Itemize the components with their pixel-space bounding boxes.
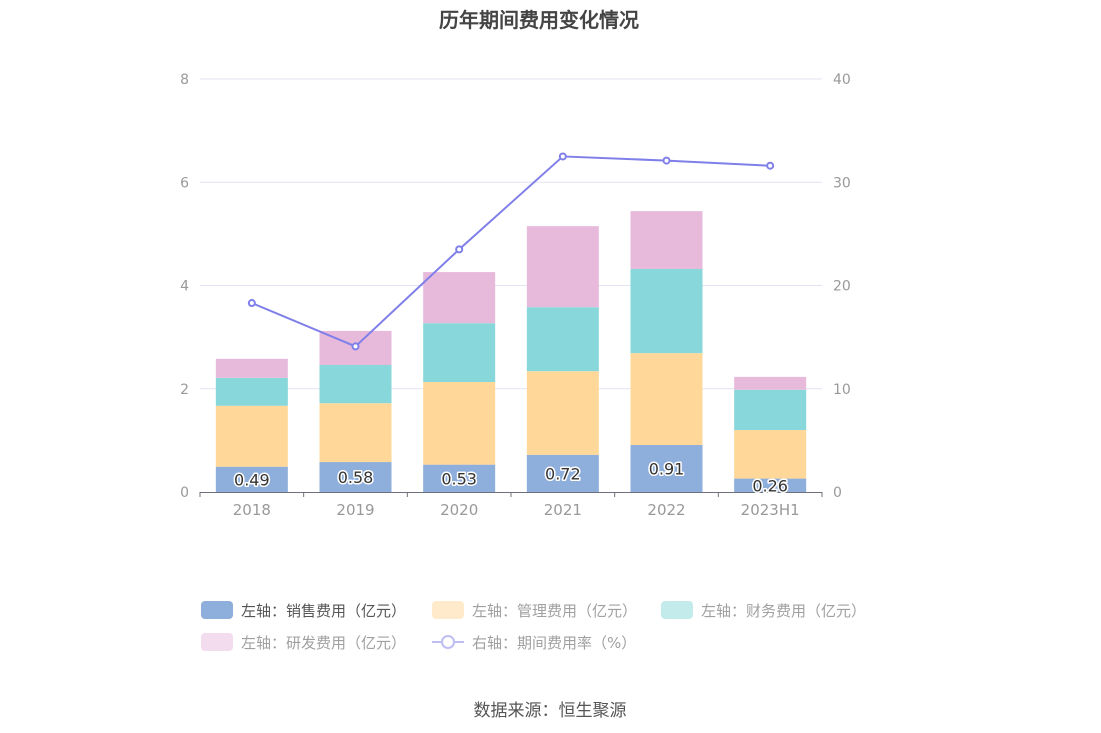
rate-point-2019 — [351, 342, 360, 351]
rate-point-2021 — [558, 152, 567, 161]
x-category-label: 2019 — [336, 501, 374, 519]
bar-2020-series-2 — [423, 323, 496, 383]
legend-label-management: 左轴：管理费用（亿元） — [472, 601, 638, 620]
data-label-sales-2019: 0.58 — [338, 468, 374, 487]
bar-2020-series-1 — [423, 382, 496, 465]
data-label-sales-2018: 0.49 — [234, 470, 270, 489]
rate-line — [251, 155, 771, 348]
bar-2021-series-2 — [526, 307, 599, 372]
y-left-tick-label: 6 — [180, 175, 189, 191]
bar-2023H1-series-0 — [734, 478, 807, 492]
bar-2019-series-2 — [319, 365, 392, 404]
y-left-tick-label: 2 — [180, 382, 189, 398]
bar-2018-series-3 — [215, 358, 288, 378]
y-left-tick-label: 8 — [180, 72, 189, 88]
x-category-label: 2020 — [440, 501, 478, 519]
bar-2020-series-3 — [423, 272, 496, 324]
bar-2023H1-series-1 — [734, 430, 807, 479]
rate-point-2018 — [247, 299, 256, 308]
x-category-label: 2018 — [233, 501, 271, 519]
bar-2022-series-2 — [630, 268, 703, 354]
legend-item-expense-rate[interactable]: 右轴：期间费用率（%） — [432, 632, 636, 652]
bar-2022-series-0 — [630, 445, 703, 492]
bar-2018-series-1 — [215, 405, 288, 467]
bar-2021-series-1 — [526, 371, 599, 455]
bar-2023H1-series-3 — [734, 376, 807, 390]
bar-2021-series-3 — [526, 226, 599, 308]
bar-2019-series-1 — [319, 403, 392, 463]
legend-label-finance: 左轴：财务费用（亿元） — [701, 601, 867, 620]
data-source-note: 数据来源：恒生聚源 — [473, 701, 627, 721]
y-right-tick-label: 10 — [833, 382, 851, 398]
y-right-tick-label: 20 — [833, 279, 851, 295]
bar-2018-series-0 — [215, 466, 288, 492]
data-label-sales-2021: 0.72 — [545, 464, 581, 483]
x-category-label: 2023H1 — [741, 501, 800, 519]
bar-2020-series-0 — [423, 464, 496, 492]
legend-item-rnd[interactable]: 左轴：研发费用（亿元） — [201, 632, 406, 652]
data-label-sales-2020: 0.53 — [441, 469, 477, 488]
legend-item-management[interactable]: 左轴：管理费用（亿元） — [432, 600, 637, 620]
legend-swatch-sales — [201, 601, 233, 619]
data-label-sales-2022: 0.91 — [649, 460, 685, 479]
rate-point-2022 — [662, 156, 671, 165]
data-label-sales-2023H1: 0.26 — [752, 476, 788, 495]
legend-swatch-finance — [661, 601, 693, 619]
rate-point-2023H1 — [766, 161, 775, 170]
rate-point-2020 — [455, 245, 464, 254]
legend-item-sales[interactable]: 左轴：销售费用（亿元） — [201, 600, 406, 620]
legend-swatch-rnd — [201, 633, 233, 651]
chart-plot-area: 0 2 4 6 8 0 10 20 30 40 2018 2019 2020 2021 2022 2023H1… — [180, 72, 851, 519]
chart-title: 历年期间费用变化情况 — [439, 8, 639, 32]
legend-label-expense-rate: 右轴：期间费用率（%） — [472, 633, 637, 652]
bar-2022-series-3 — [630, 211, 703, 269]
bar-2021-series-0 — [526, 454, 599, 492]
bar-2019-series-0 — [319, 462, 392, 492]
y-right-tick-label: 0 — [833, 485, 842, 501]
bar-2023H1-series-2 — [734, 389, 807, 431]
legend-item-finance[interactable]: 左轴：财务费用（亿元） — [661, 600, 866, 620]
y-right-tick-label: 40 — [833, 72, 851, 88]
y-right-tick-label: 30 — [833, 175, 851, 191]
x-category-label: 2021 — [544, 501, 582, 519]
legend-label-rnd: 左轴：研发费用（亿元） — [241, 633, 407, 652]
legend-line-icon — [432, 633, 464, 651]
x-category-label: 2022 — [647, 501, 685, 519]
bar-2022-series-1 — [630, 353, 703, 446]
y-left-tick-label: 4 — [180, 279, 189, 295]
legend-label-sales: 左轴：销售费用（亿元） — [241, 601, 407, 620]
bar-2018-series-2 — [215, 377, 288, 406]
y-left-tick-label: 0 — [180, 485, 189, 501]
legend-swatch-management — [432, 601, 464, 619]
